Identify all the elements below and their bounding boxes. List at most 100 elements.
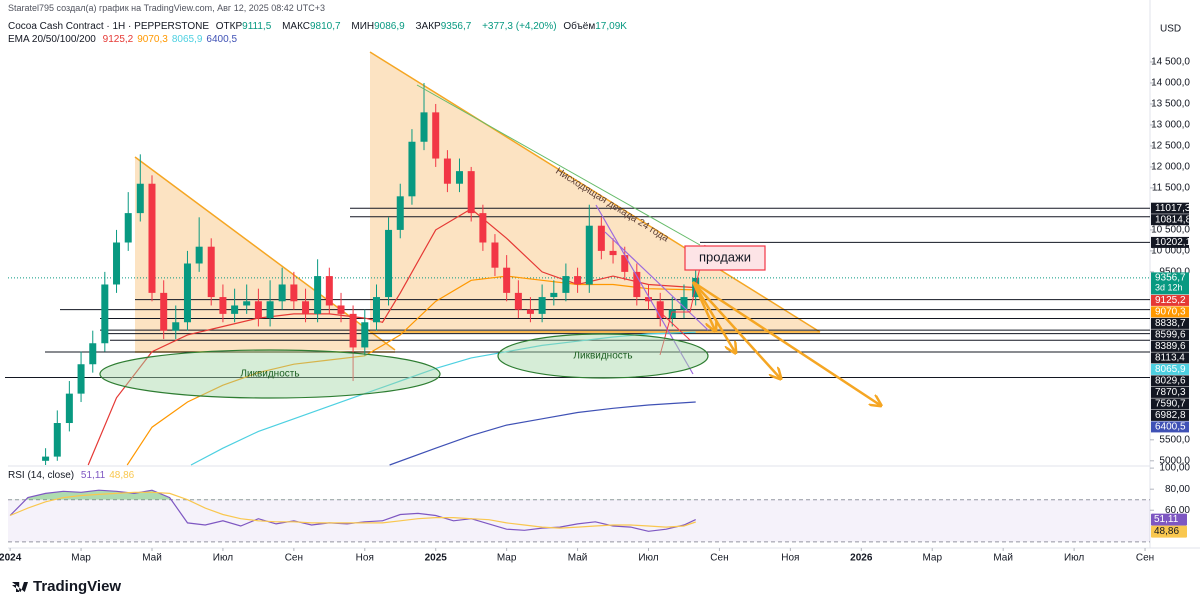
candle-body [337,305,345,314]
price-badge-label: 8838,7 [1155,318,1186,329]
indicator-value: 6400,5 [206,34,238,45]
candle-body [290,284,298,302]
candle-body [562,276,570,293]
drawings-over: Ликвидность Ликвидность Нисходящая декад… [99,24,1181,405]
quote-name: МИН [351,21,375,32]
price-badge-label: 8029,6 [1155,376,1186,387]
candle-body [65,393,73,424]
trend-line [595,204,694,375]
logo: TradingView [12,578,121,595]
price-badge [1151,294,1189,306]
price-badge [1151,202,1189,214]
volume-name: Объём [563,21,596,32]
price-badge [1151,317,1189,329]
candle-body [408,141,416,197]
x-tick-label: 2024 [0,553,22,564]
y-tick-label: 5500,0 [1159,434,1190,445]
candle-body [254,301,262,319]
candle-body [113,242,121,285]
candle-body [53,423,61,457]
price-badge-label: 11017,3 [1155,203,1191,214]
candle-body [302,301,310,314]
price-badge [1151,386,1189,398]
candle-body [195,246,203,264]
price-badge-label: 9356,7 [1155,273,1186,284]
price-badge-label: 7590,7 [1155,399,1186,410]
candle-body [621,255,629,272]
rsi-band [8,499,1150,542]
candle-body [136,183,144,214]
x-tick-label: Мар [922,553,942,564]
x-tick-label: 2025 [425,553,448,564]
quote-value: 9086,9 [374,21,405,32]
candle-body [266,301,274,319]
rsi-badge-label: 51,11 [1154,514,1179,525]
price-badge-label: 10814,8 [1155,214,1192,225]
quote-value: 9356,7 [440,21,472,32]
y-tick-label: 13 000,0 [1151,120,1190,131]
price-badge-label: 9125,2 [1155,295,1186,306]
candle-body [574,276,582,285]
candle-body [585,225,593,285]
candle-body [514,292,522,310]
logo-text: TradingView [33,578,122,595]
ema-line [389,401,696,466]
candle-body [148,183,156,293]
sell-box [684,245,766,271]
candle-body [160,292,168,331]
y-tick-label: 13 500,0 [1151,99,1190,110]
candle-body [325,276,333,306]
x-tick-label: Май [568,553,588,564]
y-tick-label: 14 500,0 [1151,57,1190,68]
candle-body [680,297,688,310]
price-badge-label: 8113,4 [1155,353,1185,364]
trend-line [416,84,701,246]
price-badge [1151,306,1189,318]
candle-body [668,309,676,319]
candle-body [183,263,191,323]
liquidity-label: Ликвидность [240,369,299,380]
candle-body [42,456,50,461]
volume-value: 17,09K [595,21,627,32]
price-badge [1151,363,1189,375]
rsi-value: 51,11 [80,470,106,481]
trend-line [369,51,821,333]
candle-body [633,271,641,298]
y-tick-label: 12 000,0 [1151,162,1190,173]
y-tick-label: 9500,0 [1159,267,1190,278]
candle-body [385,229,393,298]
quote-name: ОТКР [215,21,243,32]
price-badge [1151,214,1189,226]
quote: ОТКР9111,5 [216,21,276,32]
candle-body [243,301,251,306]
price-badge-label: 7870,3 [1155,387,1186,398]
quote: МАКС9810,7 [282,21,345,32]
candle-body [349,313,357,348]
candle-body [361,322,369,348]
price-badge-label: 6982,8 [1155,410,1186,421]
forecast-arrow [692,281,780,378]
candle-body [101,284,109,344]
y-tick-label: 11 500,0 [1152,183,1191,194]
x-tick-label: Ноя [781,553,799,564]
candle-body [550,292,558,298]
quote-value: 9810,7 [310,21,341,32]
indicator-value: 9125,2 [102,34,134,45]
indicator-value: 9070,3 [137,34,168,45]
symbol-title: Cocoa Cash Contract · 1H · PEPPERSTONE [8,21,209,32]
candle-body [89,343,97,365]
price-badge [1151,340,1189,352]
y-tick-label: 12 500,0 [1151,141,1190,152]
candle-body [443,158,451,184]
x-tick-label: Сен [285,553,303,564]
trend-line [604,231,709,331]
candle-body [479,213,487,243]
candle-body [278,284,286,302]
candle-body [396,196,404,230]
quote: МИН9086,9 [351,21,408,32]
candle-body [172,322,180,331]
liquidity-label: Ликвидность [573,351,632,362]
price-badge [1151,329,1189,341]
price-badge-label: 9070,3 [1155,307,1186,318]
candle-body [231,305,239,314]
